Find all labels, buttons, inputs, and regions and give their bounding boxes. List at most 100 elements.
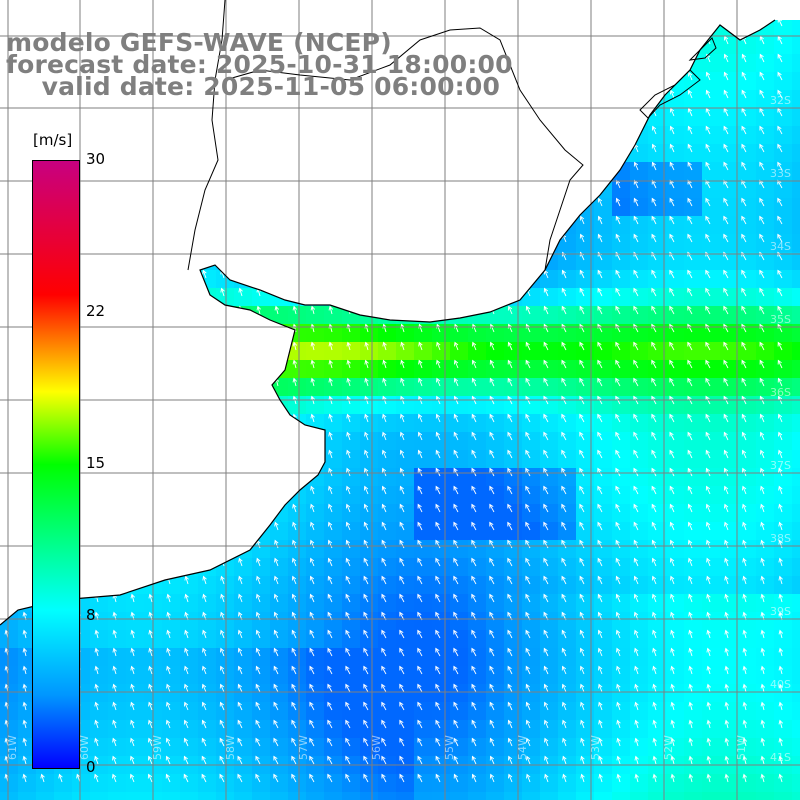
wind-arrow — [490, 269, 495, 279]
wind-arrow — [75, 143, 81, 153]
wind-cell — [90, 378, 109, 397]
wind-cell — [594, 738, 613, 757]
wind-cell — [342, 630, 361, 649]
wind-cell — [792, 450, 800, 469]
wind-arrow — [274, 125, 279, 135]
wind-arrow — [562, 179, 567, 189]
wind-arrow — [237, 755, 243, 765]
wind-cell — [108, 450, 127, 469]
wind-cell — [558, 252, 577, 271]
wind-arrow — [526, 197, 531, 207]
wind-arrow — [202, 557, 207, 567]
wind-cell — [396, 20, 415, 37]
wind-arrow — [652, 773, 658, 783]
wind-cell — [216, 180, 235, 199]
wind-cell — [72, 126, 91, 145]
wind-cell — [486, 774, 505, 793]
wind-cell — [738, 738, 757, 757]
wind-cell — [324, 432, 343, 451]
wind-cell — [252, 468, 271, 487]
wind-cell — [0, 270, 19, 289]
wind-cell — [612, 504, 631, 523]
wind-arrow — [310, 359, 316, 369]
wind-arrow — [507, 665, 513, 675]
wind-arrow — [418, 341, 423, 351]
wind-arrow — [598, 665, 603, 675]
wind-cell — [576, 594, 595, 613]
wind-arrow — [580, 35, 586, 45]
wind-cell — [252, 540, 271, 559]
wind-cell — [468, 738, 487, 757]
wind-cell — [666, 540, 685, 559]
wind-cell — [288, 684, 307, 703]
wind-arrow — [705, 197, 711, 207]
wind-arrow — [508, 161, 513, 171]
wind-cell — [594, 576, 613, 595]
wind-arrow — [21, 359, 27, 369]
wind-cell — [594, 720, 613, 739]
wind-cell — [396, 504, 415, 523]
wind-cell — [162, 252, 181, 271]
wind-cell — [108, 540, 127, 559]
wind-arrow — [346, 197, 352, 207]
wind-cell — [324, 234, 343, 253]
wind-arrow — [472, 179, 477, 189]
wind-arrow — [598, 683, 603, 693]
wind-cell — [180, 432, 199, 451]
wind-cell — [522, 234, 541, 253]
wind-cell — [252, 630, 271, 649]
wind-cell — [522, 36, 541, 55]
wind-cell — [288, 252, 307, 271]
wind-cell — [108, 558, 127, 577]
wind-cell — [594, 36, 613, 55]
wind-arrow — [687, 125, 693, 135]
wind-arrow — [219, 143, 225, 153]
wind-arrow — [328, 431, 333, 441]
wind-cell — [270, 468, 289, 487]
wind-cell — [306, 324, 325, 343]
wind-cell — [324, 504, 343, 523]
wind-arrow — [507, 737, 513, 747]
wind-cell — [360, 144, 379, 163]
wind-arrow — [562, 161, 567, 171]
wind-cell — [792, 396, 800, 415]
wind-cell — [558, 126, 577, 145]
wind-arrow — [507, 305, 513, 315]
wind-cell — [612, 486, 631, 505]
wind-arrow — [543, 719, 549, 729]
wind-cell — [90, 126, 109, 145]
longitude-label: 57W — [297, 735, 310, 760]
wind-arrow — [112, 701, 117, 711]
wind-arrow — [22, 485, 27, 495]
wind-cell — [450, 540, 469, 559]
wind-arrow — [651, 305, 657, 315]
wind-cell — [720, 360, 739, 379]
wind-arrow — [525, 359, 531, 369]
wind-arrow — [256, 161, 261, 171]
wind-cell — [558, 450, 577, 469]
wind-cell — [522, 558, 541, 577]
wind-cell — [756, 720, 775, 739]
wind-cell — [396, 144, 415, 163]
wind-cell — [522, 90, 541, 109]
wind-cell — [792, 180, 800, 199]
longitude-labels: 61W 60W 59W 58W 57W 56W 55W 54W 53W 52W 51W — [6, 735, 748, 760]
wind-cell — [648, 612, 667, 631]
wind-arrow — [616, 20, 621, 27]
wind-arrow — [112, 629, 117, 639]
wind-arrow — [670, 701, 675, 711]
wind-arrow — [562, 89, 567, 99]
wind-cell — [0, 198, 19, 217]
wind-arrow — [399, 539, 405, 549]
wind-cell — [720, 594, 739, 613]
wind-arrow — [310, 179, 315, 189]
model-title: modelo GEFS-WAVE (NCEP) — [6, 28, 392, 57]
wind-cell — [126, 720, 145, 739]
wind-cell — [432, 360, 451, 379]
wind-cell — [252, 612, 271, 631]
wind-cell — [108, 738, 127, 757]
wind-cell — [306, 792, 325, 800]
wind-cell — [234, 288, 253, 307]
wind-cell — [684, 468, 703, 487]
wind-arrow — [525, 539, 531, 549]
